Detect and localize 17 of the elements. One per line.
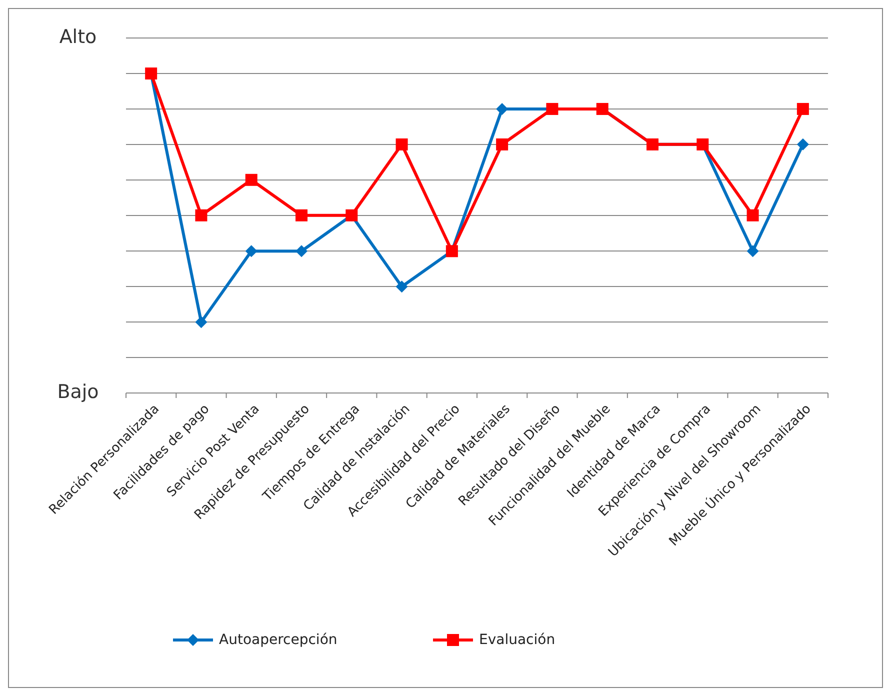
- point: [195, 209, 208, 222]
- point: [245, 245, 258, 258]
- point: [296, 209, 308, 222]
- point: [396, 280, 408, 293]
- point: [796, 102, 809, 115]
- text: Alto: [59, 26, 97, 48]
- legend-label: Autoapercepción: [219, 632, 338, 648]
- point: [746, 245, 759, 258]
- point: [796, 138, 809, 150]
- point: [195, 316, 208, 328]
- text: Bajo: [57, 381, 99, 404]
- point: [496, 138, 508, 150]
- point: [296, 245, 308, 258]
- legend-label: Evaluación: [479, 632, 556, 648]
- point: [746, 209, 759, 222]
- point: [245, 174, 258, 186]
- point: [396, 138, 408, 150]
